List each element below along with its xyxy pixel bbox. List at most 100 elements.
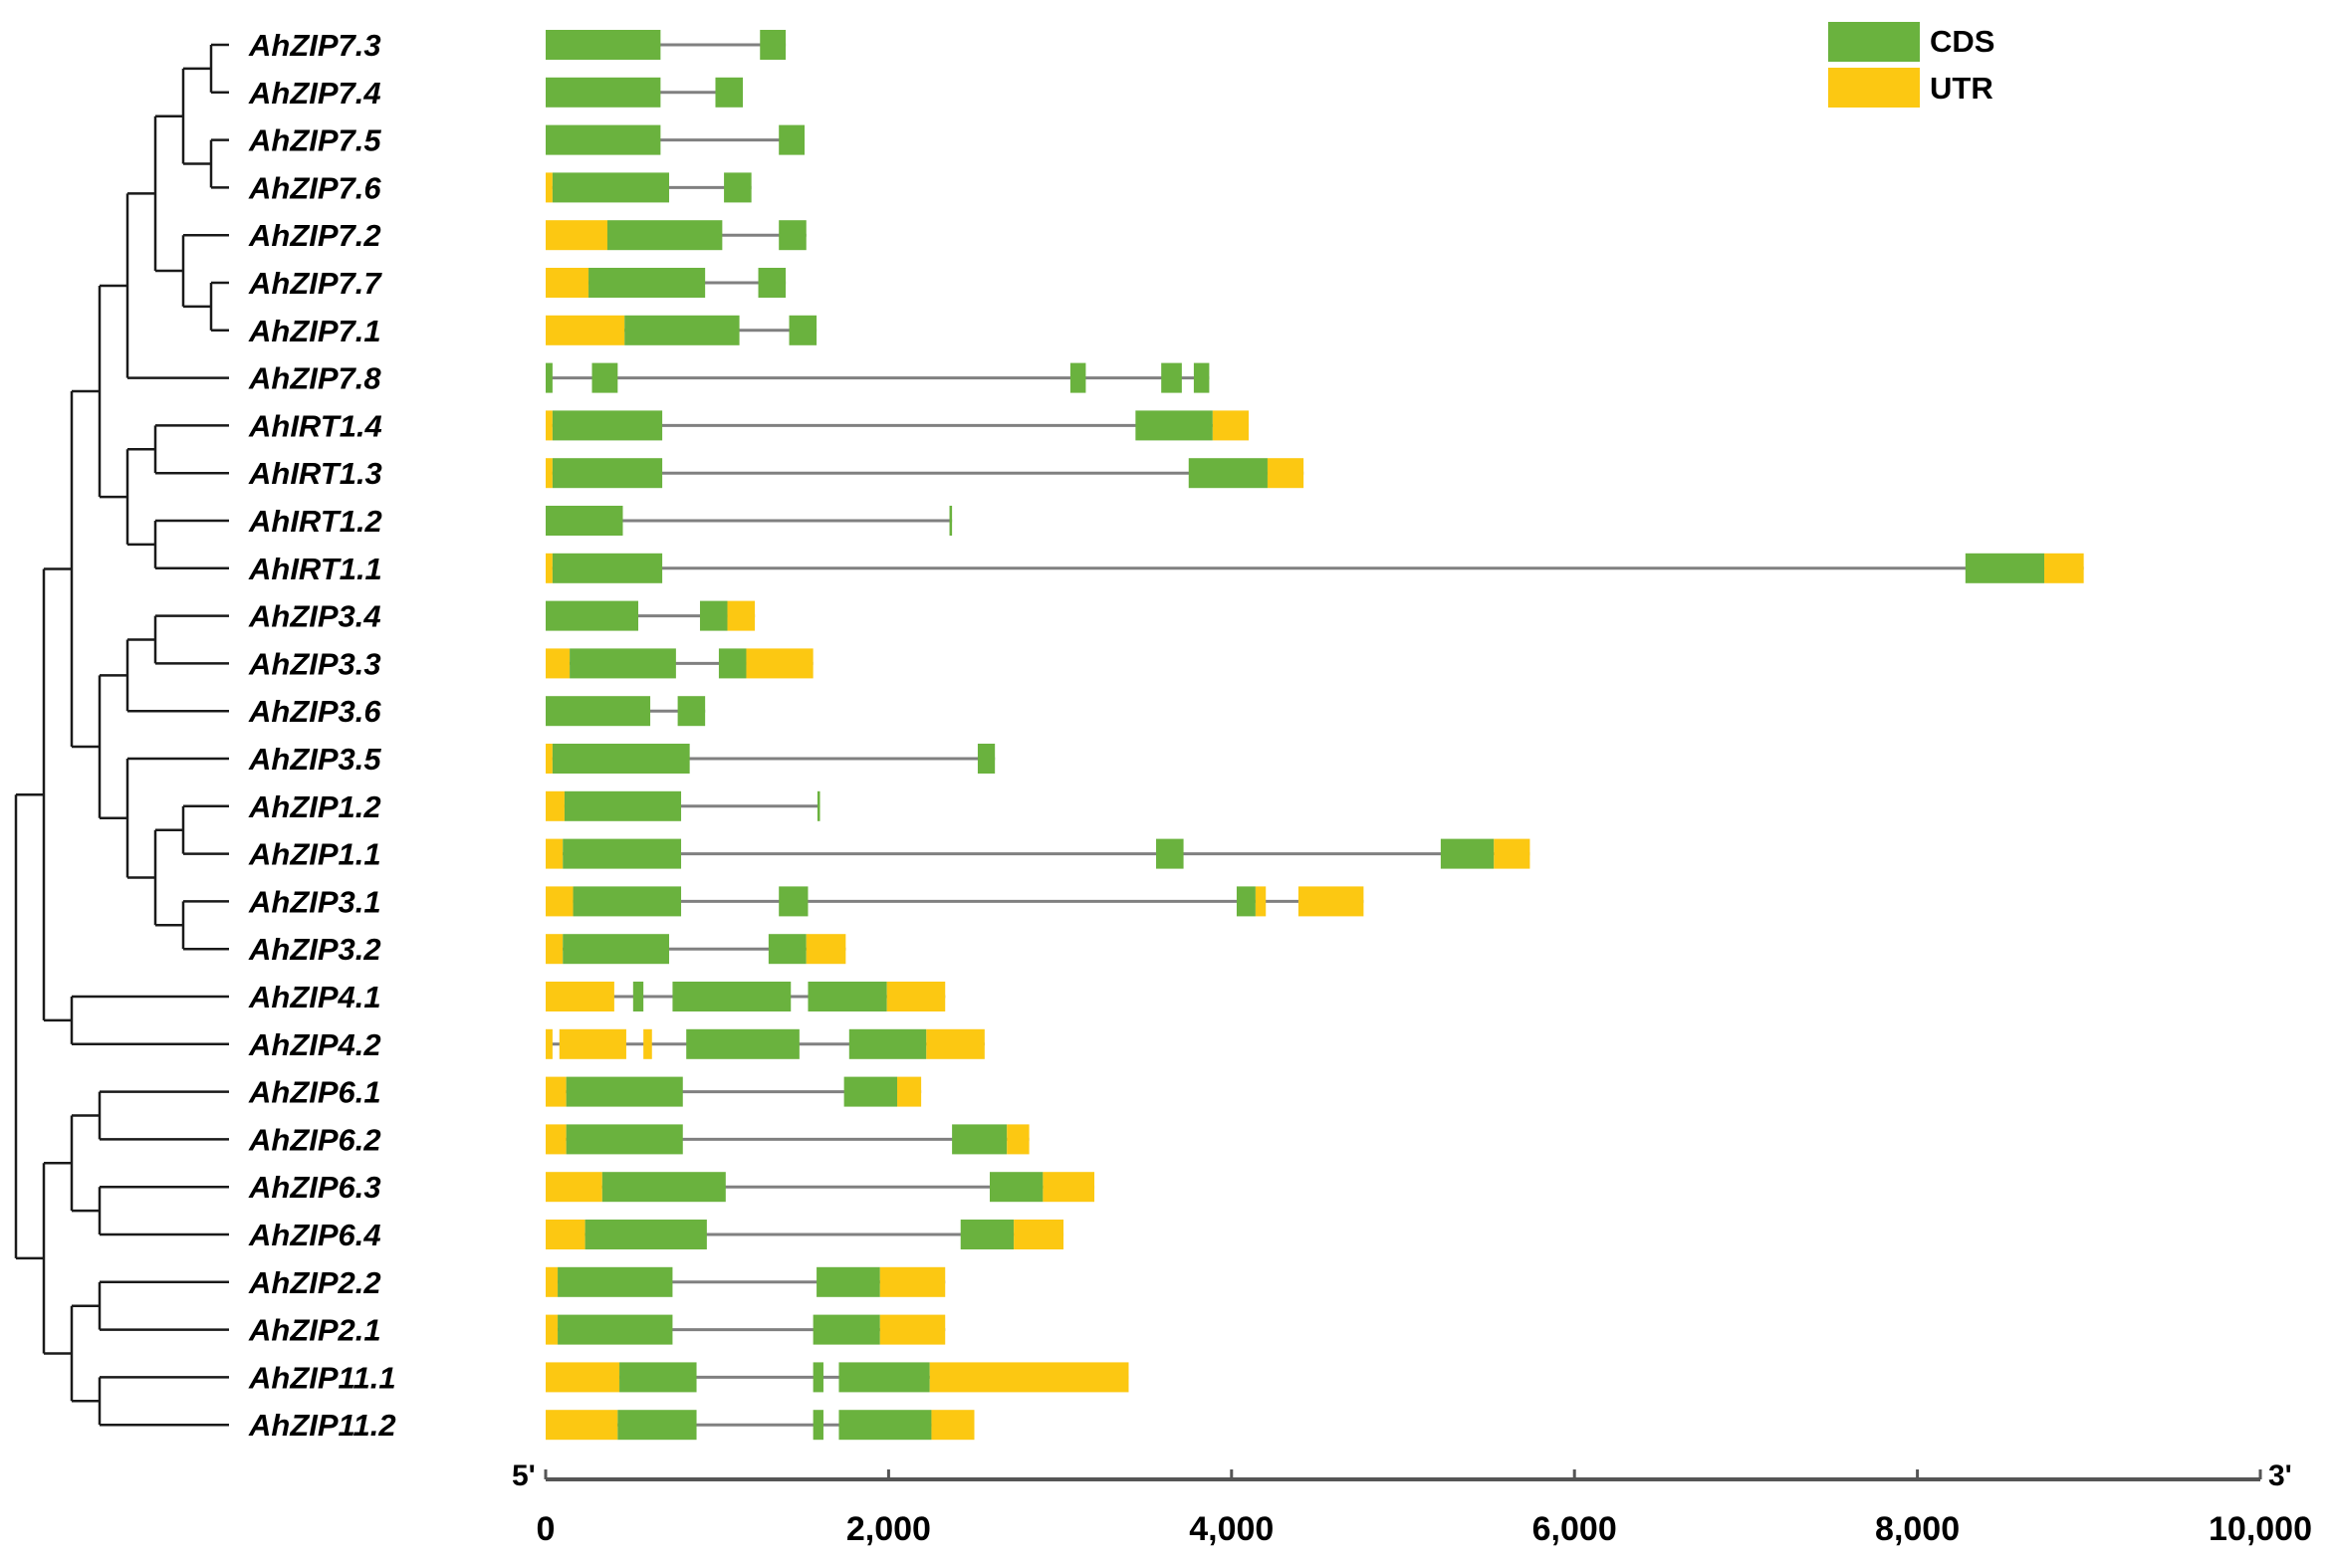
gene-structure-ahzip7-7: [546, 268, 787, 298]
gene-label-ahzip4-2: AhZIP4.2: [248, 1027, 381, 1062]
gene-structure-ahzip4-1: [546, 982, 946, 1011]
cds-block: [552, 458, 663, 489]
axis-tick-label: 0: [537, 1510, 556, 1548]
gene-structure-ahirt1-3: [546, 458, 1304, 489]
cds-block: [813, 1362, 823, 1393]
cds-block: [546, 362, 553, 393]
cds-block: [1069, 362, 1086, 393]
cds-block: [813, 1410, 823, 1441]
gene-label-ahzip2-2: AhZIP2.2: [248, 1265, 381, 1300]
cds-block: [838, 1410, 932, 1441]
cds-block: [624, 315, 740, 345]
gene-structure-ahzip6-3: [546, 1172, 1095, 1203]
cds-block: [573, 886, 682, 917]
gene-label-ahirt1-4: AhIRT1.4: [248, 408, 382, 443]
utr-block: [546, 1314, 559, 1345]
gene-structure-ahzip1-1: [546, 838, 1530, 869]
gene-label-ahzip2-1: AhZIP2.1: [248, 1313, 381, 1348]
cds-block: [570, 648, 676, 679]
cds-block: [564, 790, 682, 821]
gene-label-ahirt1-2: AhIRT1.2: [248, 504, 382, 539]
utr-block: [546, 458, 553, 489]
gene-structure-ahirt1-2: [546, 506, 953, 536]
gene-label-ahzip3-2: AhZIP3.2: [248, 932, 381, 967]
utr-block: [643, 1028, 652, 1059]
gene-label-ahzip7-3: AhZIP7.3: [248, 28, 381, 63]
utr-block: [897, 1076, 922, 1107]
cds-block: [838, 1362, 930, 1393]
axis-tick-label: 10,000: [2209, 1510, 2312, 1548]
gene-structure-ahzip4-2: [546, 1028, 985, 1059]
cds-block: [718, 648, 747, 679]
cds-block: [563, 934, 669, 965]
gene-structure-ahzip7-2: [546, 220, 807, 251]
cds-block: [546, 600, 638, 631]
gene-structure-ahzip7-1: [546, 315, 818, 345]
cds-block: [552, 410, 663, 441]
utr-block: [926, 1028, 985, 1059]
cds-block: [952, 1124, 1008, 1155]
gene-label-ahzip7-5: AhZIP7.5: [248, 123, 381, 158]
cds-block: [724, 172, 752, 203]
utr-block: [546, 934, 564, 965]
gene-structure-ahzip7-8: [546, 362, 1210, 393]
utr-block: [929, 1362, 1129, 1393]
gene-structure-ahzip1-2: [546, 790, 820, 821]
cds-block: [591, 362, 618, 393]
cds-block: [601, 1172, 726, 1203]
utr-block: [1267, 458, 1304, 489]
utr-block: [546, 553, 553, 583]
cds-block: [552, 553, 663, 583]
utr-block: [879, 1266, 946, 1297]
cds-block: [552, 172, 669, 203]
gene-structure-ahzip3-6: [546, 696, 706, 727]
gene-structure-ahzip3-2: [546, 934, 846, 965]
utr-block: [546, 1076, 567, 1107]
cds-block: [758, 268, 787, 298]
utr-block: [546, 790, 565, 821]
legend: CDS UTR: [1828, 22, 1994, 108]
gene-label-ahzip6-2: AhZIP6.2: [248, 1122, 381, 1157]
gene-structure-ahirt1-4: [546, 410, 1250, 441]
cds-block: [977, 744, 996, 774]
cds-block: [546, 696, 651, 727]
utr-block: [1255, 886, 1267, 917]
gene-structure-ahzip7-4: [546, 77, 744, 108]
cds-block: [1161, 362, 1182, 393]
cds-block: [677, 696, 706, 727]
cds-block: [558, 1266, 673, 1297]
cds-block: [558, 1314, 673, 1345]
gene-structure-ahzip3-4: [546, 600, 756, 631]
gene-label-ahzip7-2: AhZIP7.2: [248, 218, 381, 253]
gene-label-ahzip1-2: AhZIP1.2: [248, 789, 381, 824]
cds-block: [552, 744, 690, 774]
axis-tick-label: 2,000: [846, 1510, 931, 1548]
legend-utr-swatch: [1828, 68, 1920, 108]
cds-block: [546, 124, 661, 155]
cds-block: [546, 506, 623, 536]
cds-block: [584, 1220, 707, 1249]
gene-label-ahzip11-1: AhZIP11.1: [248, 1360, 396, 1395]
cds-block: [699, 600, 728, 631]
cds-block: [960, 1220, 1015, 1249]
utr-block: [546, 744, 553, 774]
legend-cds-label: CDS: [1930, 24, 1994, 59]
cds-block: [768, 934, 807, 965]
utr-block: [559, 1028, 626, 1059]
cds-block: [1440, 838, 1495, 869]
utr-block: [806, 934, 846, 965]
gene-label-ahzip3-3: AhZIP3.3: [248, 646, 381, 681]
cds-block: [949, 506, 953, 536]
gene-structure-ahzip2-1: [546, 1314, 946, 1345]
gene-structure-ahirt1-1: [546, 553, 2084, 583]
cds-block: [686, 1028, 800, 1059]
gene-structure-ahzip11-2: [546, 1410, 975, 1441]
utr-block: [546, 648, 571, 679]
gene-structure-ahzip3-3: [546, 648, 814, 679]
gene-structure-ahzip11-1: [546, 1362, 1129, 1393]
utr-block: [1212, 410, 1250, 441]
cds-block: [779, 886, 809, 917]
gene-label-ahirt1-1: AhIRT1.1: [248, 552, 382, 586]
